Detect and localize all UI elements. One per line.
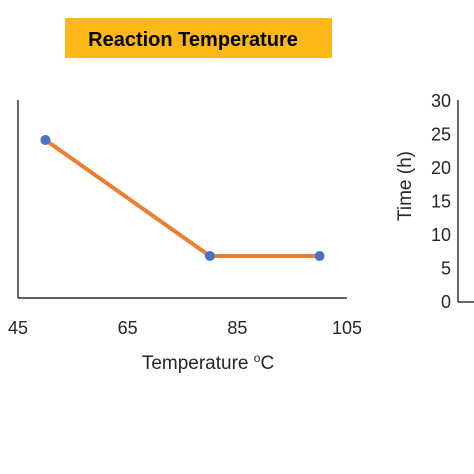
y-tick-label: 5 (441, 259, 451, 279)
right-y-tick-labels: 0 5 10 15 20 25 30 (431, 91, 451, 312)
y-tick-label: 30 (431, 91, 451, 111)
y-tick-label: 0 (441, 292, 451, 312)
y-tick-label: 20 (431, 158, 451, 178)
x-axis-title-main: Temperature (142, 353, 254, 374)
left-x-tick-labels: 45 65 85 105 (8, 318, 362, 338)
y-tick-label: 15 (431, 192, 451, 212)
data-point (204, 251, 215, 261)
right-plot-area: 0 5 10 15 20 25 30 (431, 91, 474, 312)
right-y-axis-title: Time (h) (395, 151, 416, 221)
chart-title: Reaction Temperature (88, 29, 298, 51)
y-tick-label: 10 (431, 225, 451, 245)
x-tick-label: 85 (227, 318, 247, 338)
x-tick-label: 65 (118, 318, 138, 338)
left-plot-area: 45 65 85 105 (8, 100, 362, 338)
x-axis-title: Temperature oC (142, 351, 274, 374)
x-tick-label: 105 (332, 318, 362, 338)
chart-title-box (65, 18, 332, 58)
data-point (40, 135, 51, 145)
x-axis-title-superscript: o (254, 351, 261, 365)
data-point (314, 251, 325, 261)
x-axis-title-unit: C (260, 353, 274, 374)
x-tick-label: 45 (8, 318, 28, 338)
left-series-layer (40, 135, 325, 261)
series-line (44, 138, 320, 258)
y-tick-label: 25 (431, 125, 451, 145)
